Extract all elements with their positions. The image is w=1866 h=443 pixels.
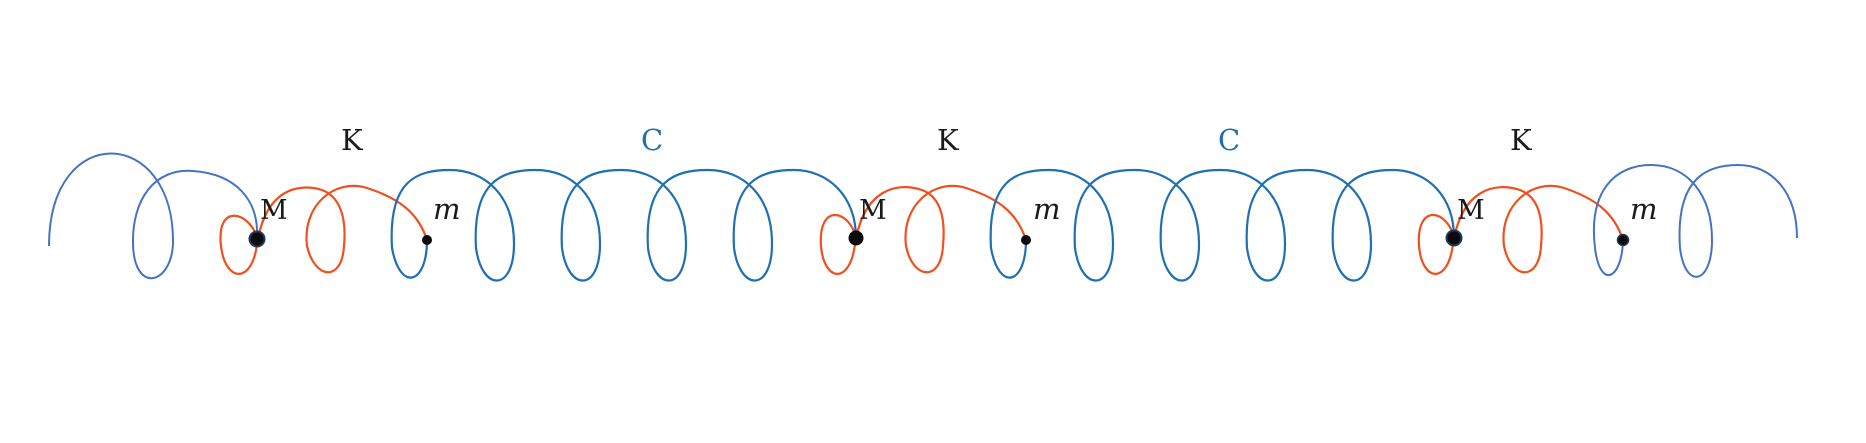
k-label-3: K [1510, 123, 1533, 157]
k-spring-2 [819, 184, 1028, 275]
big-mass-label-1: M [260, 195, 288, 226]
small-mass-2 [1021, 235, 1031, 245]
springs-layer [48, 152, 1798, 282]
small-mass-label-1: m [433, 192, 461, 226]
k-label-2: K [937, 123, 960, 157]
c-spring-2 [989, 168, 1456, 282]
big-mass-label-3: M [1457, 195, 1485, 226]
masses-layer [248, 229, 1630, 248]
c-label-2: C [1218, 123, 1240, 157]
k-spring-1 [219, 184, 429, 275]
small-mass-label-2: m [1033, 192, 1061, 226]
c-label-1: C [641, 123, 663, 157]
big-mass-3 [1445, 229, 1463, 247]
small-mass-3 [1616, 233, 1630, 247]
big-mass-2 [848, 230, 864, 246]
small-mass-label-3: m [1630, 192, 1658, 226]
k-spring-3 [1417, 184, 1625, 275]
labels-layer: K C K C K M m M m M m [260, 123, 1658, 226]
small-mass-1 [422, 235, 432, 245]
c-spring-1 [390, 168, 858, 282]
k-label-1: K [341, 123, 364, 157]
big-mass-1 [248, 230, 266, 248]
left-end-spring [48, 152, 259, 280]
right-end-spring [1592, 163, 1798, 278]
big-mass-label-2: M [859, 195, 887, 226]
